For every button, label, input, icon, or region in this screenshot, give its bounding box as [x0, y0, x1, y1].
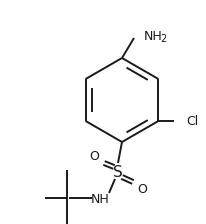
Text: O: O	[89, 149, 99, 162]
Text: O: O	[137, 183, 147, 196]
Text: NH: NH	[91, 192, 109, 205]
Text: Cl: Cl	[186, 114, 199, 127]
Text: 2: 2	[160, 34, 166, 44]
Text: S: S	[113, 164, 123, 179]
Text: NH: NH	[144, 30, 163, 43]
